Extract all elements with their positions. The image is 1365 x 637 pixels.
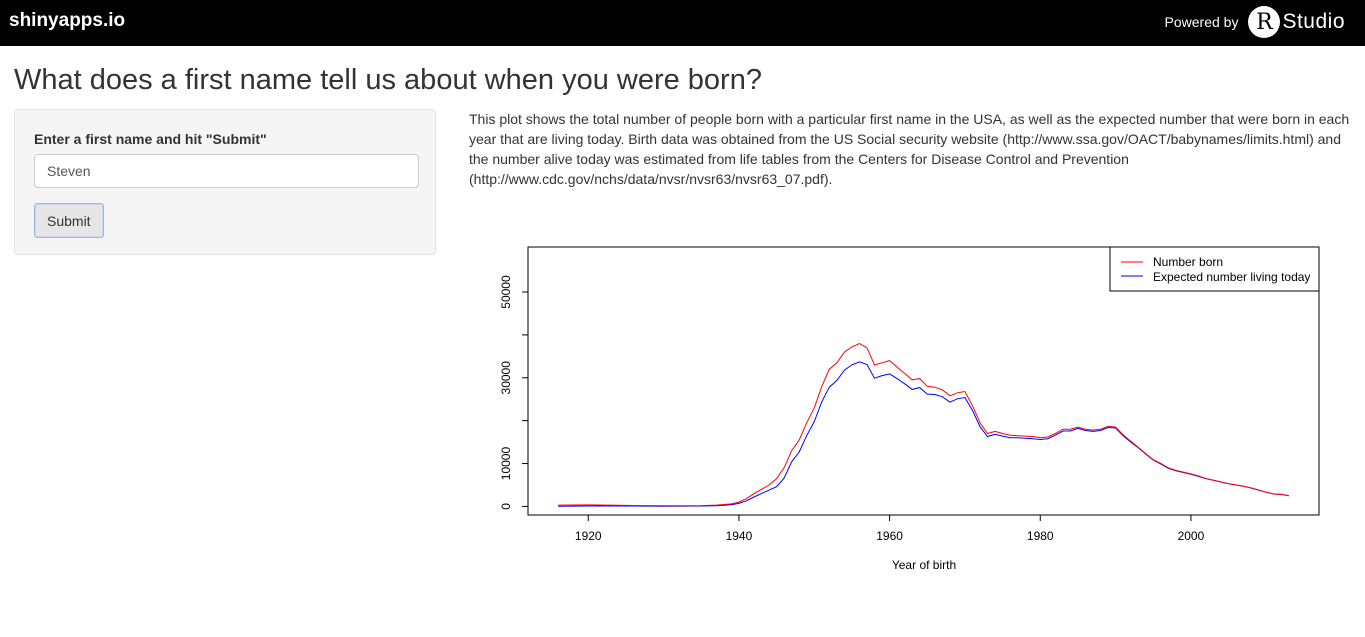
page-title: What does a first name tell us about whe… <box>14 64 762 96</box>
powered-by-label: Powered by <box>1164 14 1239 30</box>
x-tick-label: 1980 <box>1027 529 1054 543</box>
legend-label-expected-living: Expected number living today <box>1153 270 1310 284</box>
plot-description: This plot shows the total number of peop… <box>469 111 1350 187</box>
legend-label-number-born: Number born <box>1153 255 1223 269</box>
series-lines <box>558 342 1289 507</box>
x-axis: 1920 1940 1960 1980 2000 <box>575 515 1205 543</box>
x-tick-label: 1960 <box>876 529 903 543</box>
brand-link[interactable]: shinyapps.io <box>9 10 126 31</box>
submit-button[interactable]: Submit <box>34 203 104 238</box>
name-input-label: Enter a first name and hit "Submit" <box>34 131 267 147</box>
plot-frame <box>527 246 1320 516</box>
x-tick-label: 2000 <box>1178 529 1205 543</box>
powered-by-rstudio-link[interactable]: Powered by R Studio <box>1165 4 1345 40</box>
y-tick-label: 0 <box>499 503 513 510</box>
y-tick-label: 10000 <box>499 447 513 481</box>
y-tick-label: 30000 <box>499 361 513 395</box>
input-panel: Enter a first name and hit "Submit" Subm… <box>14 109 436 255</box>
x-tick-label: 1940 <box>726 529 753 543</box>
series-line-expected-number-living-today <box>558 361 1289 507</box>
y-axis: 0 10000 30000 50000 <box>499 275 528 510</box>
r-logo-icon: R <box>1248 6 1281 38</box>
x-axis-label: Year of birth <box>892 558 956 572</box>
series-line-number-born <box>558 342 1289 507</box>
x-tick-label: 1920 <box>575 529 602 543</box>
chart-legend: Number born Expected number living today <box>1109 246 1320 292</box>
first-name-input[interactable] <box>34 154 419 188</box>
top-navbar: shinyapps.io Powered by R Studio <box>0 0 1365 46</box>
legend-box <box>1109 246 1320 292</box>
studio-logo-text: Studio <box>1282 10 1345 33</box>
births-line-chart: 1920 1940 1960 1980 2000 0 10000 30000 50000 Ye… <box>499 246 1320 572</box>
y-tick-label: 50000 <box>499 275 513 309</box>
